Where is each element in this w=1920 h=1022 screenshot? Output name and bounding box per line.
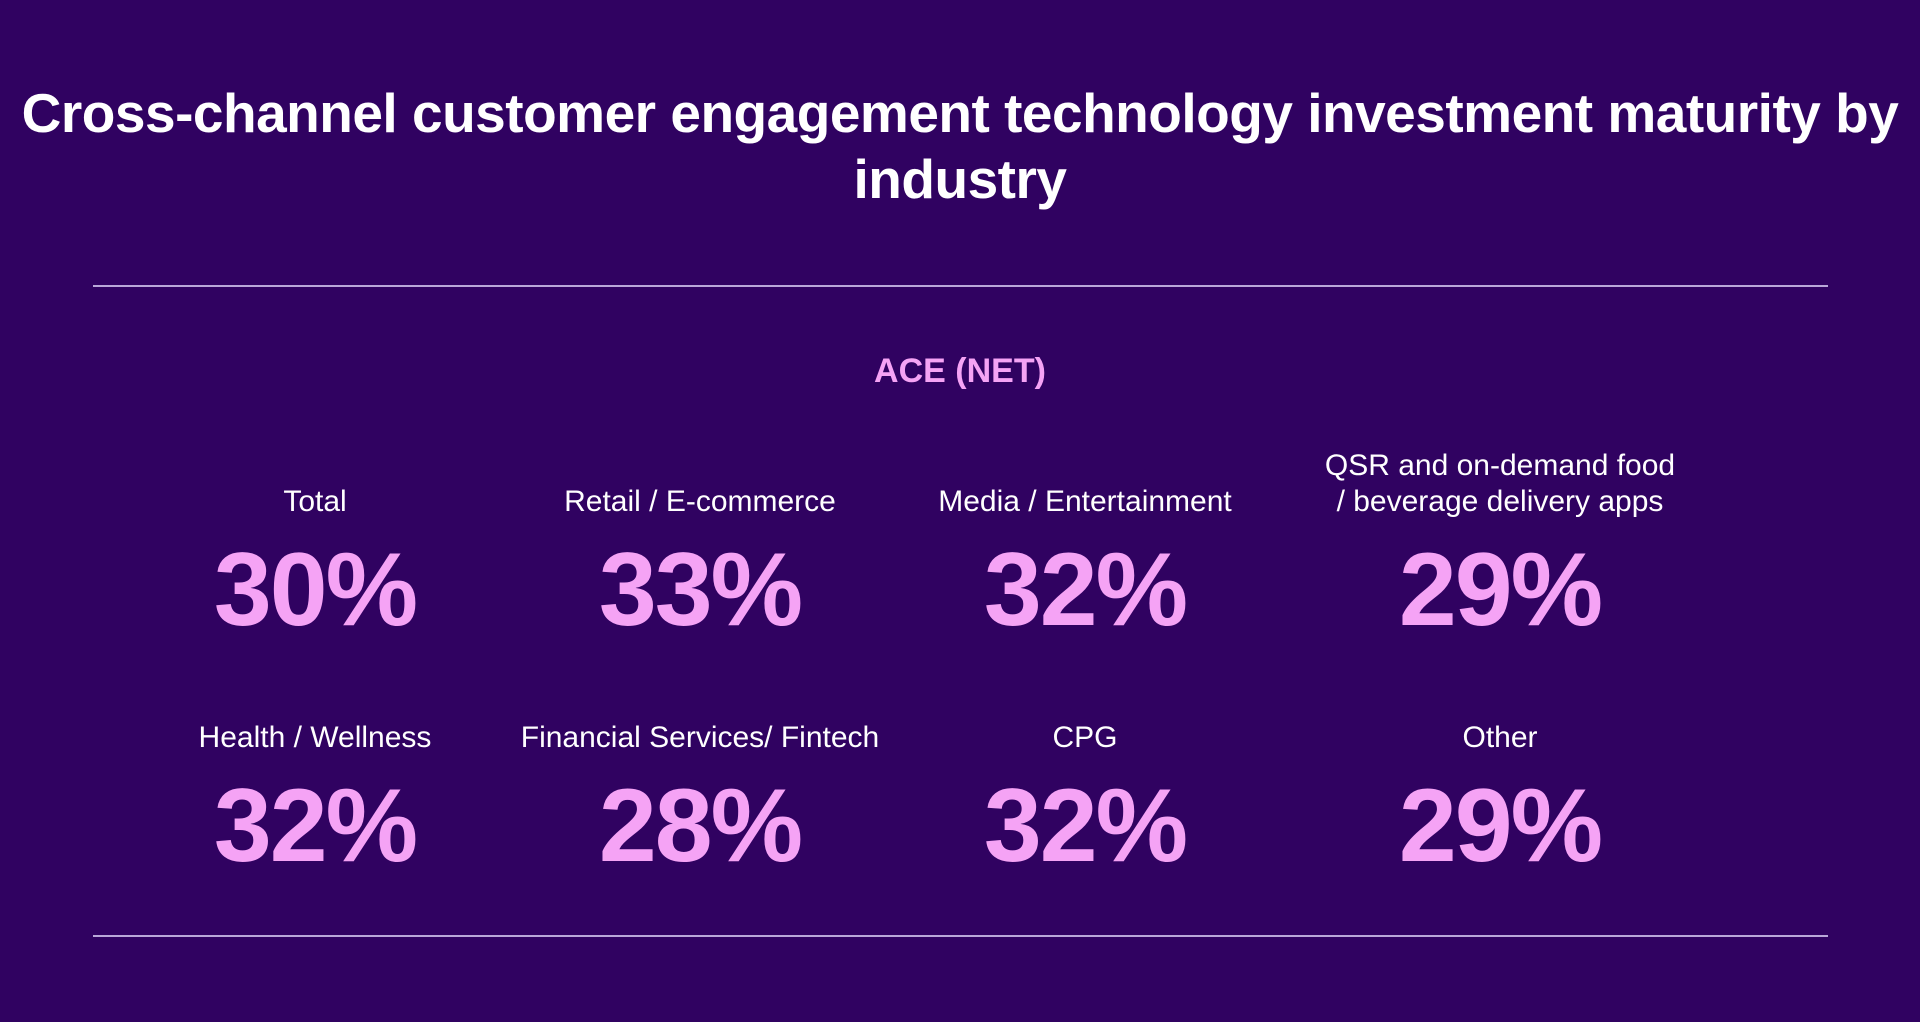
stat-value: 28% [598, 768, 803, 884]
stat-value: 29% [1398, 768, 1603, 884]
chart-title: Cross-channel customer engagement techno… [21, 82, 1899, 210]
chart-subtitle: ACE (NET) [874, 352, 1046, 390]
stat-value: 33% [598, 532, 803, 648]
stat-label: Total [283, 485, 347, 518]
stat-cell: Media / Entertainment 32% [875, 420, 1295, 650]
stat-label: Other [1462, 721, 1538, 754]
stat-value: 29% [1398, 532, 1603, 648]
stat-cell: Health / Wellness 32% [105, 656, 525, 886]
stat-value: 32% [213, 768, 418, 884]
stat-cell: Other 29% [1290, 656, 1710, 886]
stat-value: 30% [213, 532, 418, 648]
stat-label: Retail / E-commerce [564, 485, 836, 518]
stat-label: Media / Entertainment [938, 485, 1232, 518]
stat-label: QSR and on-demand food / beverage delive… [1324, 449, 1676, 518]
stat-cell: Retail / E-commerce 33% [490, 420, 910, 650]
stat-cell: QSR and on-demand food / beverage delive… [1290, 420, 1710, 650]
stat-value: 32% [983, 768, 1188, 884]
top-divider [93, 285, 1828, 287]
stat-cell: Total 30% [105, 420, 525, 650]
stat-value: 32% [983, 532, 1188, 648]
stat-label: CPG [1052, 721, 1118, 754]
stat-cell: Financial Services/ Fintech 28% [490, 656, 910, 886]
stat-cell: CPG 32% [875, 656, 1295, 886]
stat-label: Financial Services/ Fintech [520, 721, 880, 754]
bottom-divider [93, 935, 1828, 937]
stat-label: Health / Wellness [198, 721, 432, 754]
